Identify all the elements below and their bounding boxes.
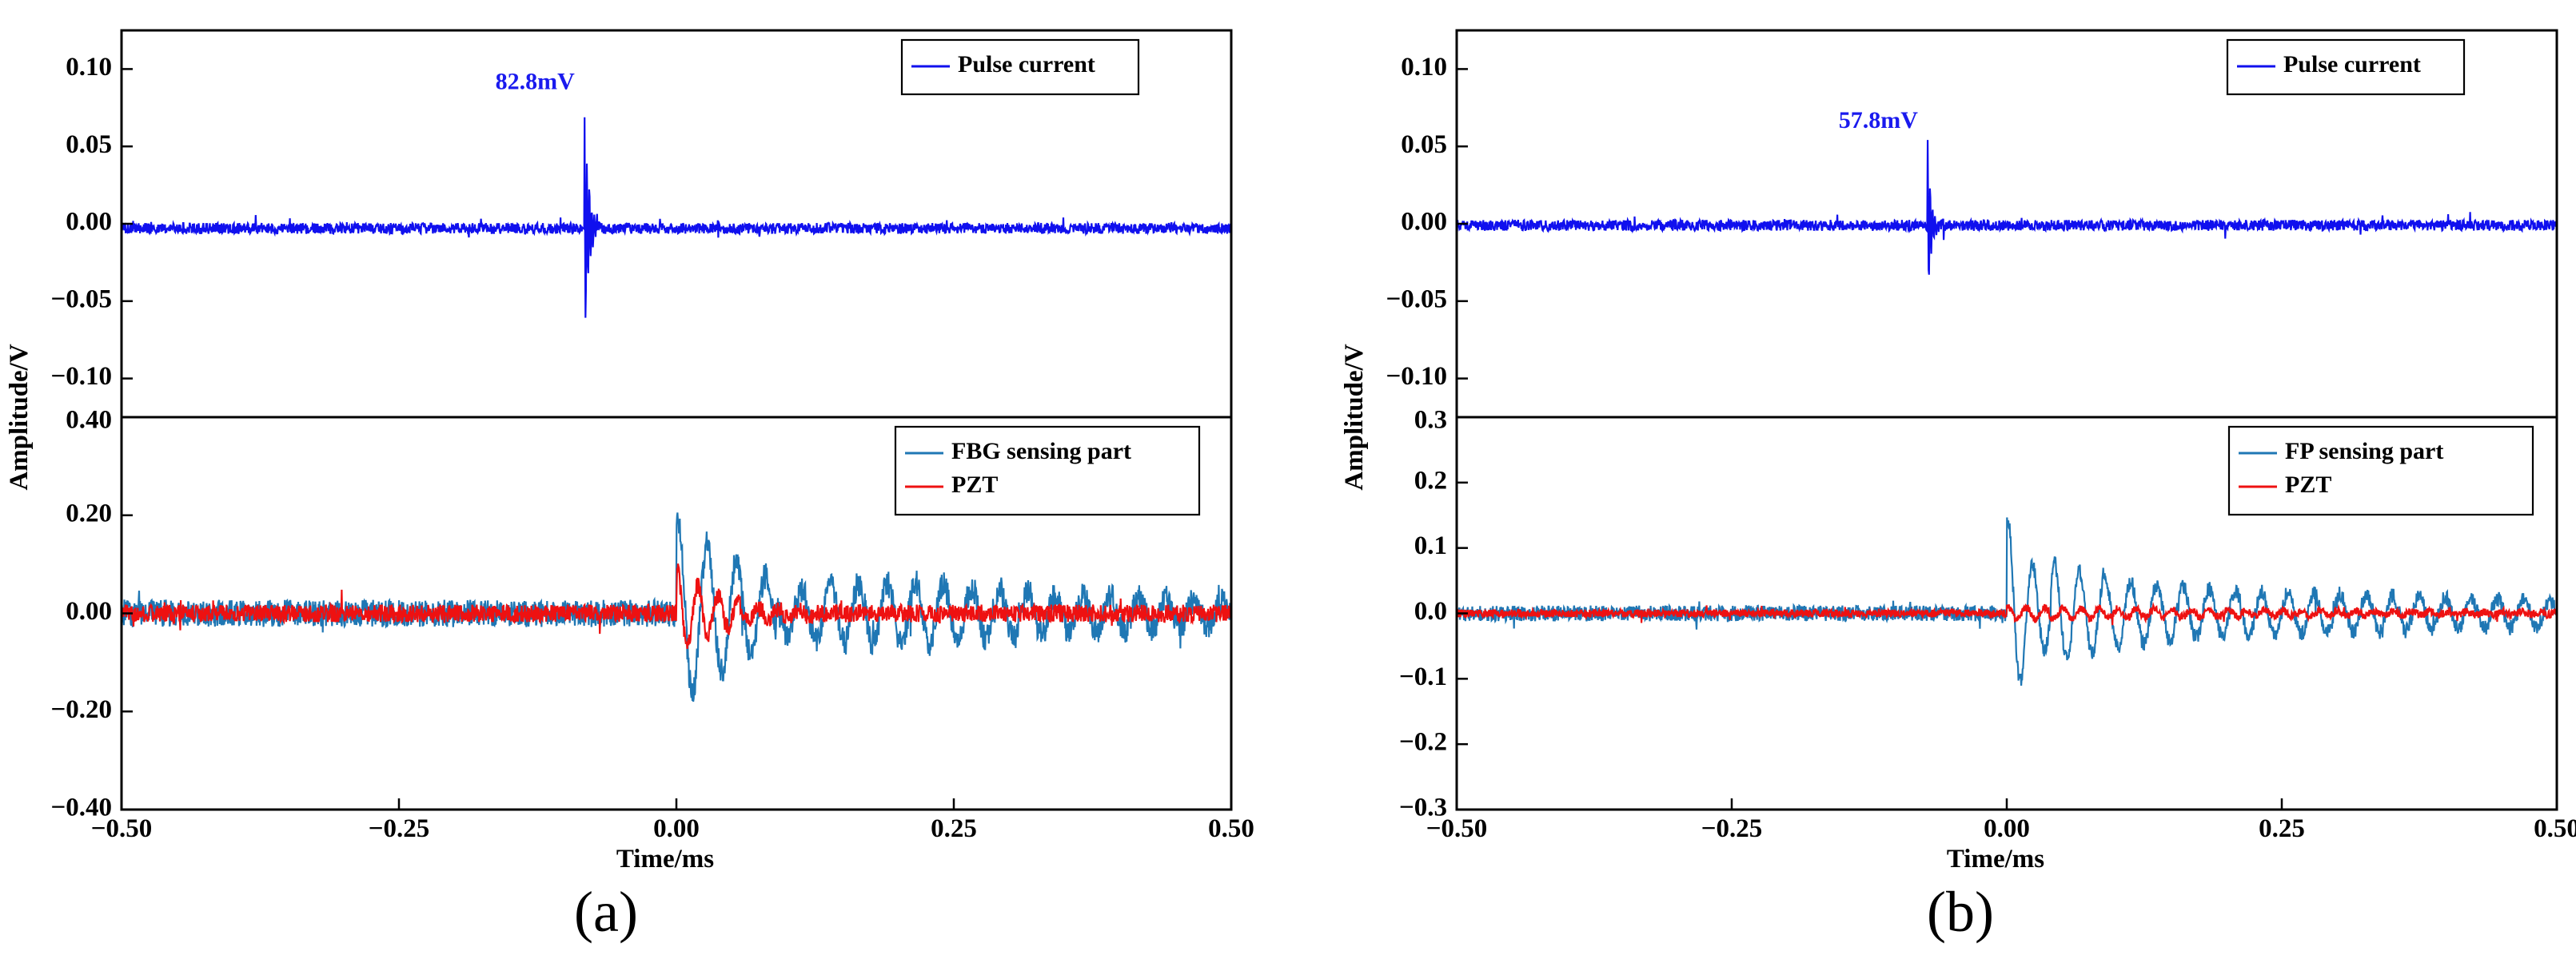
panel-a-1: 0.10 0.05 0.00 −0.05 −0.10 Pulse current 82.8m… (50, 29, 1233, 419)
series-line-pulse-current (122, 117, 1231, 318)
y-tick-label: 0.10 (1401, 53, 1447, 82)
x-tick-label: −0.50 (91, 814, 153, 843)
series-line-pulse-current (1457, 140, 2557, 275)
legend-label: FBG sensing part (951, 438, 1131, 464)
y-tick-label: 0.1 (1414, 531, 1447, 560)
legend: FBG sensing part PZT (894, 425, 1201, 516)
chart-a: 0.10 0.05 0.00 −0.05 −0.10 Pulse current 82.8m… (5, 29, 1254, 944)
series-line-pzt (1457, 602, 2557, 626)
x-tick-label: −0.25 (369, 814, 430, 843)
x-tick-label: −0.25 (1701, 814, 1763, 843)
legend: FP sensing part PZT (2227, 425, 2534, 516)
panel-b-2: 0.3 0.2 0.1 0.0 −0.1 −0.2 −0.3 FP sensing part P… (1399, 406, 2558, 822)
x-tick-label: 0.25 (931, 814, 977, 843)
y-tick-label: 0.00 (66, 597, 112, 626)
legend-label: FP sensing part (2285, 438, 2443, 464)
x-axis-label: Time/ms (1947, 845, 2044, 874)
y-tick-label: −0.20 (50, 695, 112, 724)
series-line-fp-sensing-part (1457, 517, 2557, 686)
chart-b: 0.10 0.05 0.00 −0.05 −0.10 Pulse current 57.8m… (1340, 29, 2576, 944)
y-tick-label: −0.10 (50, 362, 112, 391)
legend-label: Pulse current (958, 51, 1095, 78)
y-tick-label: −0.05 (1386, 285, 1447, 313)
peak-annotation: 82.8mV (496, 69, 575, 95)
peak-annotation: 57.8mV (1839, 107, 1918, 133)
y-tick-label: −0.10 (1386, 362, 1447, 391)
legend-box (2227, 425, 2534, 516)
y-tick-label: −0.1 (1399, 663, 1447, 691)
legend-label: PZT (2285, 472, 2331, 498)
y-tick-label: 0.05 (66, 130, 112, 159)
y-tick-label: −0.2 (1399, 728, 1447, 757)
panel-b-1: 0.10 0.05 0.00 −0.05 −0.10 Pulse current 57.8m… (1386, 29, 2558, 419)
x-tick-label: 0.25 (2259, 814, 2305, 843)
y-tick-label: 0.2 (1414, 466, 1447, 495)
y-tick-label: −0.05 (50, 285, 112, 313)
y-tick-label: 0.10 (66, 53, 112, 82)
y-tick-label: 0.3 (1414, 406, 1447, 435)
legend-label: PZT (951, 472, 998, 498)
y-axis-label: Amplitude/V (1340, 344, 1369, 491)
y-tick-label: −0.40 (50, 794, 112, 822)
x-tick-label: 0.00 (1984, 814, 2030, 843)
panel-a-2: 0.40 0.20 0.00 −0.20 −0.40 FBG sensing part PZ… (50, 406, 1233, 822)
y-axis-label: Amplitude/V (5, 344, 34, 491)
x-tick-label: 0.50 (1208, 814, 1254, 843)
x-axis-label: Time/ms (616, 845, 714, 874)
x-tick-label: 0.00 (653, 814, 700, 843)
x-tick-label: 0.50 (2534, 814, 2576, 843)
y-tick-label: 0.20 (66, 499, 112, 527)
y-tick-label: 0.00 (66, 208, 112, 237)
panel-caption: (b) (1927, 880, 1994, 944)
legend: Pulse current (2226, 38, 2466, 96)
y-tick-label: −0.3 (1399, 794, 1447, 822)
legend-box (894, 425, 1201, 516)
x-tick-label: −0.50 (1426, 814, 1488, 843)
y-tick-label: 0.0 (1414, 597, 1447, 626)
y-tick-label: 0.00 (1401, 208, 1447, 237)
panel-caption: (a) (574, 880, 638, 944)
legend: Pulse current (900, 38, 1140, 96)
series-line-pzt (122, 563, 1231, 650)
y-tick-label: 0.40 (66, 406, 112, 435)
legend-label: Pulse current (2283, 51, 2421, 78)
y-tick-label: 0.05 (1401, 130, 1447, 159)
